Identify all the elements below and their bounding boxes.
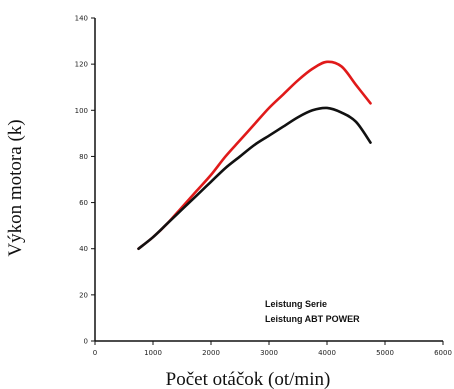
- y-tick-label: 140: [75, 15, 88, 23]
- ticks: 0 1000 2000 3000 4000 5000 6000 0 20 40 60 80 100 120…: [75, 15, 452, 358]
- x-tick-label: 1000: [144, 349, 162, 357]
- series-line-serie: [137, 106, 372, 251]
- legend-label-serie: Leistung Serie: [265, 299, 327, 309]
- y-tick-label: 120: [75, 61, 88, 69]
- x-tick-label: 6000: [434, 349, 452, 357]
- x-tick-label: 3000: [260, 349, 278, 357]
- x-tick-label: 5000: [376, 349, 394, 357]
- y-tick-label: 100: [75, 107, 88, 115]
- y-axis-title: Výkon motora (k): [5, 119, 26, 256]
- y-tick-label: 0: [84, 338, 88, 346]
- axes: [94, 18, 443, 342]
- y-tick-label: 80: [79, 153, 88, 161]
- y-tick-label: 60: [79, 199, 88, 207]
- x-axis-title: Počet otáčok (ot/min): [166, 369, 331, 389]
- x-tick-label: 0: [93, 349, 97, 357]
- legend-label-abt-power: Leistung ABT POWER: [265, 314, 360, 324]
- series-line-abt-power: [137, 60, 372, 251]
- x-tick-label: 2000: [202, 349, 220, 357]
- x-tick-label: 4000: [318, 349, 336, 357]
- y-tick-label: 40: [79, 245, 88, 253]
- legend: Leistung Serie Leistung ABT POWER: [265, 299, 360, 324]
- y-tick-label: 20: [79, 291, 88, 299]
- series-layer: [137, 60, 372, 251]
